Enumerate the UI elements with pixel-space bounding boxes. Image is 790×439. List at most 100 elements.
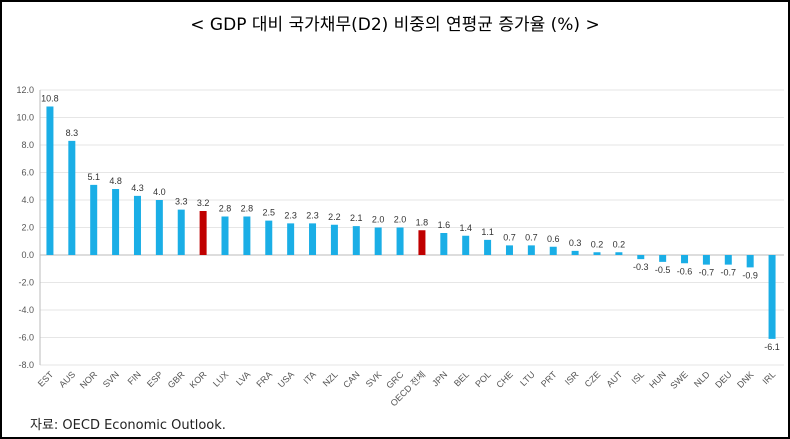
data-label: -0.7 <box>699 268 715 278</box>
x-tick-label: NZL <box>321 369 340 388</box>
data-label: 0.2 <box>591 239 604 249</box>
x-tick-label: LTU <box>518 369 537 388</box>
bar-esp <box>155 200 163 255</box>
x-tick-label: ESP <box>145 369 165 389</box>
bar-aus <box>68 140 76 255</box>
data-label: 1.8 <box>416 217 429 227</box>
x-tick-label: FIN <box>126 369 143 386</box>
bar-ita <box>309 223 317 255</box>
x-tick-label: POL <box>473 369 493 389</box>
data-label: 3.3 <box>175 197 188 207</box>
bar-svk <box>374 227 382 255</box>
y-tick-label: -6.0 <box>18 333 34 343</box>
data-label: -0.5 <box>655 265 671 275</box>
bar-cze <box>593 252 601 255</box>
bar-lux <box>221 216 229 255</box>
bar-kor <box>199 211 207 255</box>
data-label: 2.2 <box>328 212 341 222</box>
bar-pol <box>484 239 492 255</box>
x-tick-label: ITA <box>301 369 318 386</box>
x-tick-label: CAN <box>341 369 362 390</box>
bar-aut <box>615 252 623 255</box>
x-tick-label: AUT <box>604 369 624 389</box>
bar-grc <box>396 227 404 255</box>
bar-nor <box>90 184 98 255</box>
chart-title: < GDP 대비 국가채무(D2) 비중의 연평균 증가율 (%) > <box>190 15 600 35</box>
data-label: 4.3 <box>131 183 144 193</box>
x-tick-label: JPN <box>430 369 449 388</box>
x-tick-label: FRA <box>254 369 274 389</box>
data-label: 2.1 <box>350 213 363 223</box>
data-label: 2.3 <box>284 210 297 220</box>
data-label: -0.6 <box>677 266 693 276</box>
data-label: 0.7 <box>503 232 516 242</box>
data-label: 2.8 <box>219 204 232 214</box>
data-label: -6.1 <box>764 342 780 352</box>
x-tick-label: EST <box>36 369 56 389</box>
bar-prt <box>549 246 557 255</box>
bar-lva <box>243 216 251 255</box>
y-tick-label: 4.0 <box>21 195 34 205</box>
data-label: 8.3 <box>66 128 79 138</box>
data-label: -0.3 <box>633 262 649 272</box>
x-tick-label: AUS <box>57 369 77 389</box>
data-label: 3.2 <box>197 198 210 208</box>
data-label: 4.8 <box>109 176 122 186</box>
data-label: 0.6 <box>547 234 560 244</box>
x-tick-label: USA <box>276 369 296 389</box>
x-tick-label: IRL <box>760 369 777 386</box>
data-label: 2.0 <box>394 215 407 225</box>
y-tick-label: 10.0 <box>16 113 34 123</box>
x-tick-label: LVA <box>234 369 252 387</box>
y-tick-label: 12.0 <box>16 85 34 95</box>
bar-isl <box>637 255 645 260</box>
data-label: 1.6 <box>438 220 451 230</box>
x-tick-label: CHE <box>494 369 515 390</box>
bar-est <box>46 106 54 255</box>
data-label: 4.0 <box>153 187 166 197</box>
bar-dnk <box>746 255 754 268</box>
data-label: 10.8 <box>41 94 59 104</box>
bar-oecd-전체 <box>418 230 426 255</box>
data-label: -0.7 <box>721 268 737 278</box>
x-tick-label: CZE <box>583 369 603 389</box>
data-label: 5.1 <box>87 172 100 182</box>
x-tick-label: NOR <box>78 369 100 391</box>
x-tick-label: LUX <box>211 369 230 388</box>
x-tick-label: DEU <box>713 369 734 390</box>
source-note: 자료: OECD Economic Outlook. <box>30 418 226 433</box>
data-label: 2.0 <box>372 215 385 225</box>
data-label: 1.4 <box>459 223 472 233</box>
bar-che <box>505 245 513 255</box>
bar-svn <box>112 189 120 255</box>
x-tick-label: SWE <box>668 369 690 391</box>
data-label: -0.9 <box>742 270 758 280</box>
x-tick-label: ISR <box>563 369 581 387</box>
y-tick-label: 2.0 <box>21 223 34 233</box>
bar-usa <box>287 223 295 255</box>
x-tick-label: ISL <box>630 369 647 386</box>
bar-fra <box>265 220 273 255</box>
y-tick-label: -4.0 <box>18 305 34 315</box>
x-tick-label: GBR <box>166 369 187 390</box>
data-label: 0.2 <box>613 239 626 249</box>
bar-fin <box>133 195 141 255</box>
x-tick-label: NLD <box>692 369 712 389</box>
bar-jpn <box>440 233 448 255</box>
data-label: 2.3 <box>306 210 319 220</box>
y-tick-label: 6.0 <box>21 168 34 178</box>
y-tick-label: -8.0 <box>18 360 34 370</box>
bar-isr <box>571 250 579 255</box>
data-label: 0.3 <box>569 238 582 248</box>
bar-swe <box>681 255 689 264</box>
data-label: 2.5 <box>263 208 276 218</box>
bar-bel <box>462 235 470 255</box>
bar-hun <box>659 255 667 262</box>
x-tick-label: HUN <box>647 369 668 390</box>
data-label: 1.1 <box>481 227 494 237</box>
bar-deu <box>724 255 732 265</box>
x-tick-label: PRT <box>539 369 559 389</box>
data-label: 2.8 <box>241 204 254 214</box>
